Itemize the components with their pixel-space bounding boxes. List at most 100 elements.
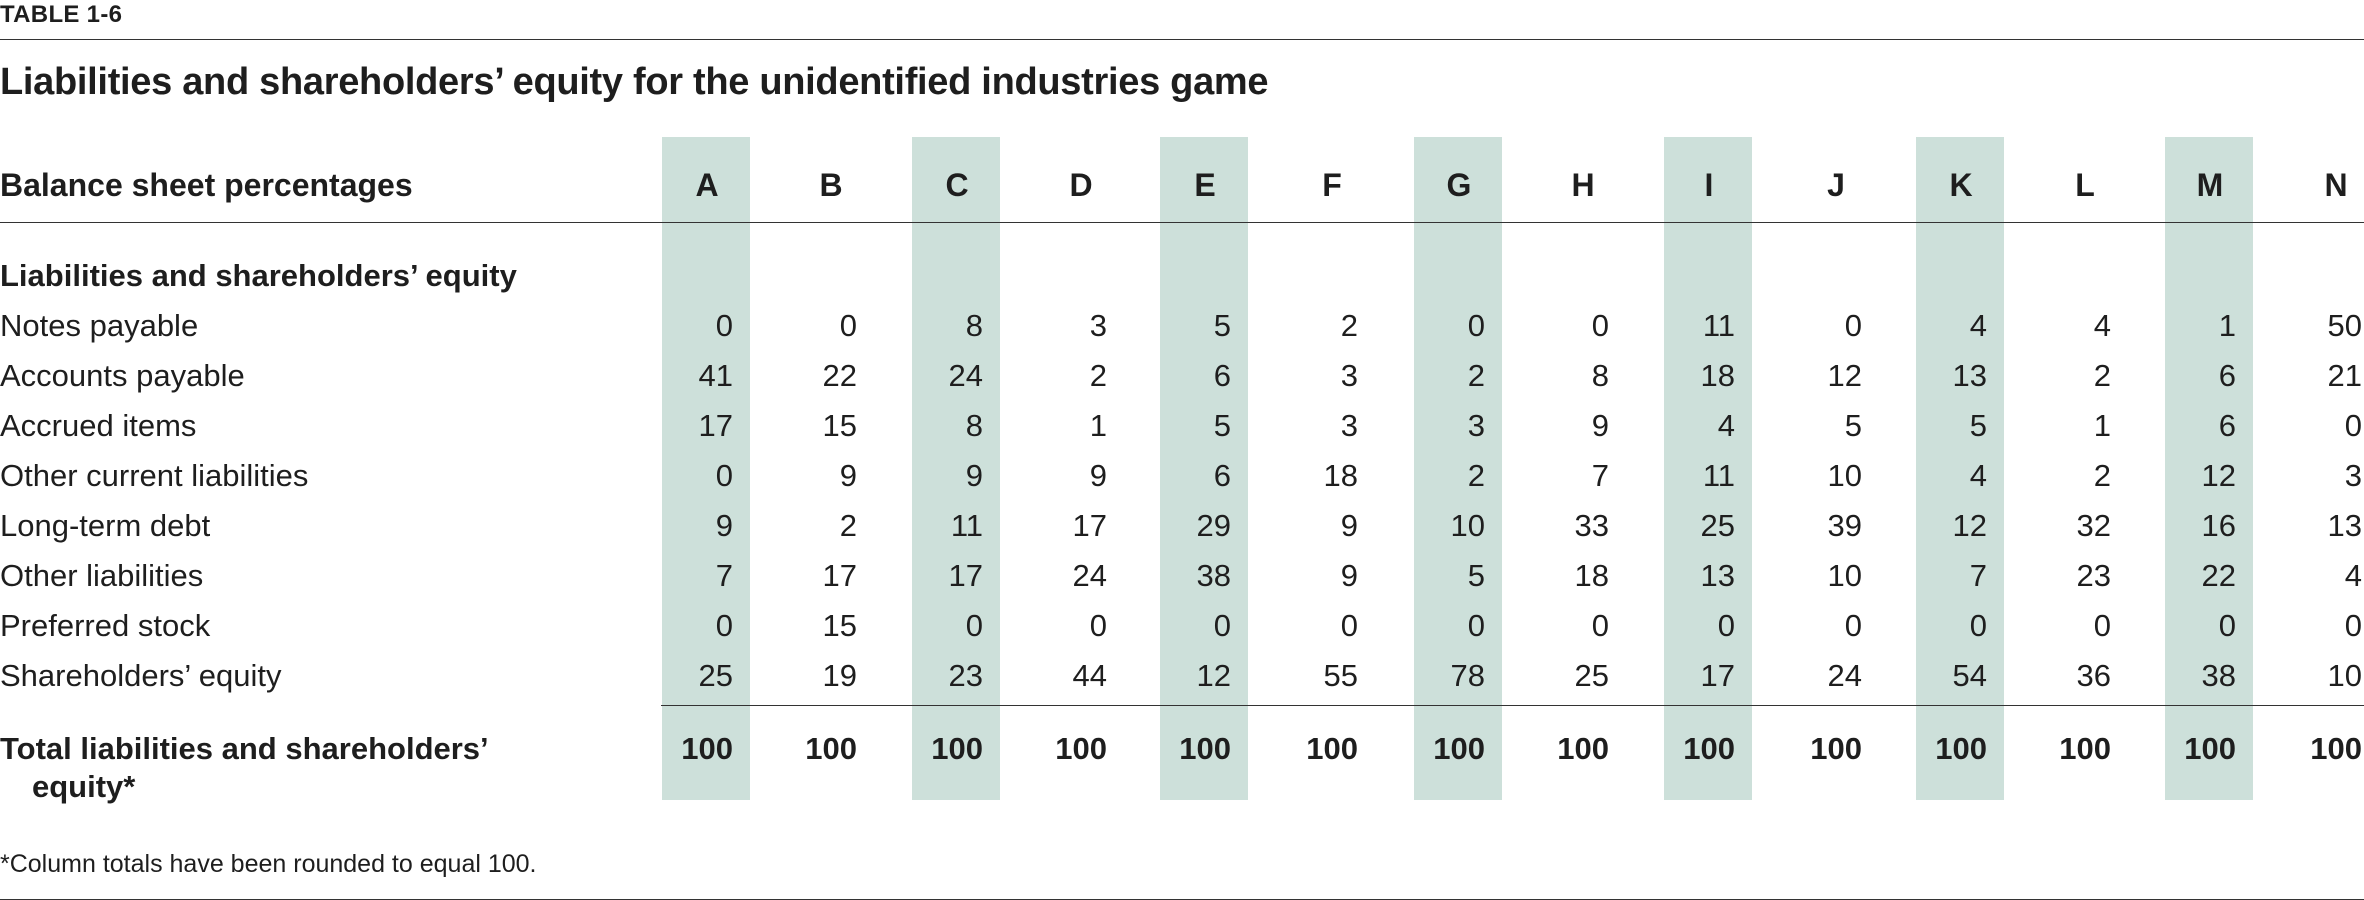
- column-header-f: F: [1322, 167, 1342, 203]
- table-cell: 0: [2218, 608, 2236, 643]
- column-header-d: D: [1069, 167, 1093, 203]
- total-cell: 100: [1557, 731, 1609, 766]
- column-header-j: J: [1827, 167, 1845, 203]
- table-cell: 3: [2344, 458, 2362, 493]
- table-cell: 0: [965, 608, 983, 643]
- column-shade-i: [1664, 137, 1752, 800]
- column-header-l: L: [2075, 167, 2095, 203]
- table-cell: 10: [1827, 558, 1862, 593]
- column-header-e: E: [1194, 167, 1216, 203]
- table-cell: 0: [1340, 608, 1358, 643]
- table-cell: 5: [1213, 408, 1231, 443]
- total-cell: 100: [1179, 731, 1231, 766]
- table-cell: 5: [1213, 308, 1231, 343]
- table-cell: 36: [2076, 658, 2111, 693]
- table-cell: 0: [2344, 608, 2362, 643]
- total-cell: 100: [931, 731, 983, 766]
- table-label: TABLE 1-6: [0, 1, 123, 28]
- table-cell: 9: [1089, 458, 1107, 493]
- table-cell: 33: [1574, 508, 1609, 543]
- table-cell: 9: [839, 458, 857, 493]
- table-cell: 17: [948, 558, 983, 593]
- table-cell: 2: [1467, 358, 1485, 393]
- table-cell: 3: [1340, 408, 1358, 443]
- table-cell: 4: [1969, 458, 1987, 493]
- table-cell: 0: [1844, 608, 1862, 643]
- header-left-label: Balance sheet percentages: [0, 167, 413, 203]
- table-cell: 1: [1089, 408, 1107, 443]
- total-cell: 100: [1683, 731, 1735, 766]
- table-cell: 9: [715, 508, 733, 543]
- total-cell: 100: [681, 731, 733, 766]
- table-cell: 15: [822, 408, 857, 443]
- table-cell: 9: [1591, 408, 1609, 443]
- table-cell: 78: [1450, 658, 1485, 693]
- table-cell: 19: [822, 658, 857, 693]
- table-cell: 29: [1196, 508, 1231, 543]
- column-header-k: K: [1949, 167, 1973, 203]
- table-cell: 39: [1827, 508, 1862, 543]
- table-cell: 1: [2093, 408, 2111, 443]
- total-cell: 100: [2184, 731, 2236, 766]
- section-label: Liabilities and shareholders’ equity: [0, 258, 517, 293]
- row-label: Notes payable: [0, 308, 199, 343]
- column-shade-c: [912, 137, 1000, 800]
- column-shade-e: [1160, 137, 1248, 800]
- table-title: Liabilities and shareholders’ equity for…: [0, 61, 1269, 103]
- table-cell: 41: [698, 358, 733, 393]
- table-cell: 18: [1323, 458, 1358, 493]
- table-cell: 11: [950, 508, 983, 543]
- row-label: Long-term debt: [0, 508, 211, 543]
- total-label-line1: Total liabilities and shareholders’: [0, 731, 489, 766]
- table-cell: 50: [2327, 308, 2362, 343]
- table-cell: 25: [1574, 658, 1609, 693]
- table-cell: 10: [1450, 508, 1485, 543]
- header-divider: [0, 222, 2364, 223]
- table-cell: 7: [1969, 558, 1987, 593]
- table-cell: 12: [1952, 508, 1987, 543]
- table-cell: 0: [1591, 608, 1609, 643]
- table-cell: 0: [1844, 308, 1862, 343]
- row-label: Shareholders’ equity: [0, 658, 282, 693]
- total-divider: [661, 705, 2364, 706]
- table-cell: 0: [2093, 608, 2111, 643]
- table-cell: 5: [1844, 408, 1862, 443]
- table-cell: 32: [2076, 508, 2111, 543]
- table-cell: 38: [1196, 558, 1231, 593]
- table-cell: 6: [2218, 408, 2236, 443]
- table-cell: 2: [2093, 458, 2111, 493]
- table-cell: 0: [1969, 608, 1987, 643]
- column-header-n: N: [2324, 167, 2348, 203]
- table-cell: 4: [2093, 308, 2111, 343]
- table-cell: 13: [1700, 558, 1735, 593]
- table-cell: 23: [2076, 558, 2111, 593]
- table-cell: 5: [1467, 558, 1485, 593]
- table-cell: 6: [2218, 358, 2236, 393]
- table-cell: 38: [2201, 658, 2236, 693]
- table-cell: 0: [839, 308, 857, 343]
- column-header-a: A: [695, 167, 719, 203]
- table-cell: 8: [1591, 358, 1609, 393]
- table-cell: 24: [1827, 658, 1862, 693]
- table-cell: 0: [1717, 608, 1735, 643]
- table-cell: 9: [1340, 558, 1358, 593]
- table-cell: 15: [822, 608, 857, 643]
- table-cell: 0: [1467, 308, 1485, 343]
- column-shade-a: [662, 137, 750, 800]
- table-cell: 0: [715, 458, 733, 493]
- column-header-b: B: [819, 167, 843, 203]
- column-shade-m: [2165, 137, 2253, 800]
- table-cell: 2: [1340, 308, 1358, 343]
- total-cell: 100: [1433, 731, 1485, 766]
- row-label: Other liabilities: [0, 558, 204, 593]
- table-cell: 0: [2344, 408, 2362, 443]
- column-header-g: G: [1446, 167, 1472, 203]
- table-cell: 3: [1089, 308, 1107, 343]
- table-cell: 12: [2201, 458, 2236, 493]
- column-header-h: H: [1571, 167, 1595, 203]
- table-cell: 3: [1467, 408, 1485, 443]
- table-cell: 11: [1702, 308, 1735, 343]
- table-cell: 0: [1089, 608, 1107, 643]
- row-label: Accrued items: [0, 408, 197, 443]
- table-cell: 22: [2201, 558, 2236, 593]
